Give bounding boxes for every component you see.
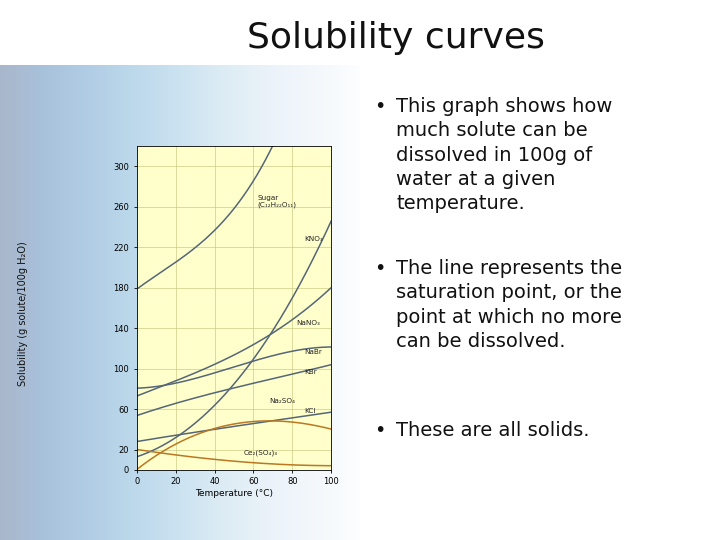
Text: Sugar
(C₁₂H₂₂O₁₁): Sugar (C₁₂H₂₂O₁₁) bbox=[257, 195, 297, 208]
Text: •: • bbox=[374, 97, 386, 116]
Text: Solubility (g solute/100g H₂O): Solubility (g solute/100g H₂O) bbox=[18, 241, 28, 386]
Text: •: • bbox=[374, 259, 386, 278]
Text: KBr: KBr bbox=[304, 369, 317, 375]
Text: This graph shows how
much solute can be
dissolved in 100g of
water at a given
te: This graph shows how much solute can be … bbox=[396, 97, 613, 213]
Text: KNO₃: KNO₃ bbox=[304, 236, 323, 242]
Text: KCl: KCl bbox=[304, 408, 315, 414]
Text: The line represents the
saturation point, or the
point at which no more
can be d: The line represents the saturation point… bbox=[396, 259, 622, 351]
Text: These are all solids.: These are all solids. bbox=[396, 421, 590, 440]
Text: NaNO₃: NaNO₃ bbox=[296, 320, 320, 326]
Text: •: • bbox=[374, 421, 386, 440]
Text: Solubility curves: Solubility curves bbox=[247, 21, 545, 55]
Text: NaBr: NaBr bbox=[304, 349, 322, 355]
X-axis label: Temperature (°C): Temperature (°C) bbox=[195, 489, 273, 498]
Text: Ce₂(SO₄)₃: Ce₂(SO₄)₃ bbox=[243, 449, 278, 456]
Text: Na₂SO₄: Na₂SO₄ bbox=[269, 398, 295, 404]
